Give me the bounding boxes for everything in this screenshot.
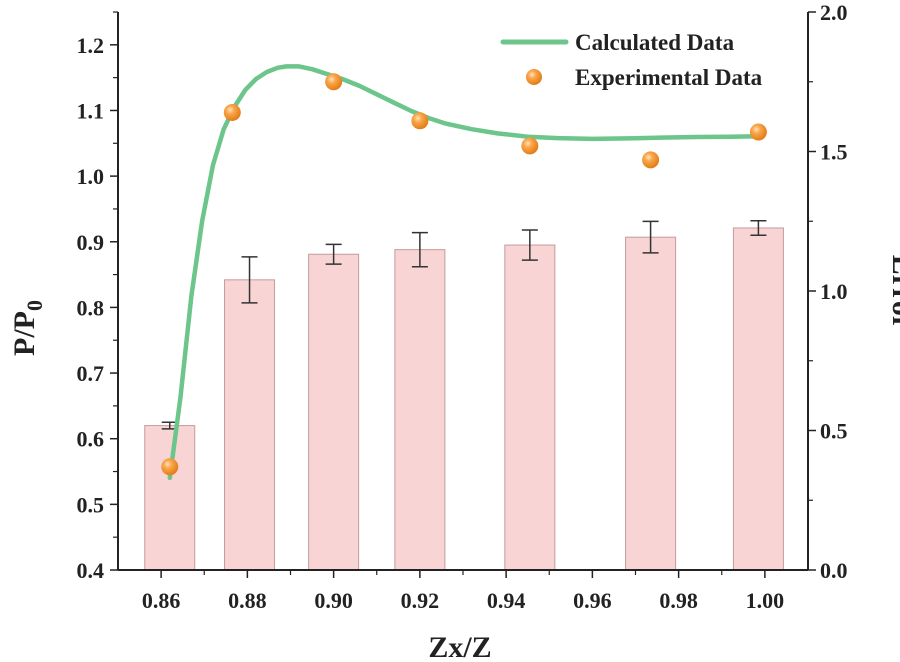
x-axis-title: Zx/Z (428, 631, 491, 662)
experimental-point-5 (642, 151, 660, 169)
legend-experimental-swatch (526, 69, 542, 85)
axes-layer (117, 12, 809, 571)
y-tick-label-7: 1.1 (77, 98, 105, 123)
x-tick-label-1: 0.88 (228, 588, 267, 613)
experimental-point-1 (223, 103, 241, 121)
y2-tick-label-4: 2.0 (820, 0, 848, 25)
bar-3 (394, 249, 446, 571)
bar-2 (308, 253, 360, 571)
y-tick-label-1: 0.5 (77, 492, 105, 517)
x-tick-label-7: 1.00 (746, 588, 785, 613)
experimental-point-4 (521, 137, 539, 155)
y-tick-label-3: 0.7 (77, 361, 105, 386)
y2-tick-label-0: 0.0 (820, 558, 848, 583)
x-tick-label-3: 0.92 (401, 588, 440, 613)
y2-tick-label-2: 1.0 (820, 279, 848, 304)
y-tick-label-6: 1.0 (77, 164, 105, 189)
y-tick-label-5: 0.9 (77, 230, 105, 255)
x-tick-label-0: 0.86 (142, 588, 181, 613)
legend-calculated-label: Calculated Data (575, 30, 735, 55)
experimental-point-2 (325, 73, 343, 91)
x-tick-label-6: 0.98 (659, 588, 698, 613)
y2-axis-title: Error (886, 255, 900, 329)
errorbars-layer (161, 220, 767, 430)
y2-tick-label-3: 1.5 (820, 140, 848, 165)
bar-4 (504, 244, 556, 571)
y-tick-label-2: 0.6 (77, 427, 105, 452)
legend-experimental-label: Experimental Data (575, 65, 763, 90)
y2-tick-label-1: 0.5 (820, 419, 848, 444)
bar-0 (144, 425, 196, 571)
calculated-line-layer (167, 64, 761, 481)
y-tick-label-0: 0.4 (77, 558, 105, 583)
experimental-points-layer (161, 73, 767, 476)
x-tick-label-2: 0.90 (314, 588, 353, 613)
y-axis-title-subscript: 0 (22, 300, 47, 311)
ticks-layer: 0.86 0.88 0.90 0.92 0.94 0.96 0.98 1.00 0.4 0.5 0.… (77, 0, 848, 613)
experimental-point-0 (161, 458, 179, 476)
y-tick-label-8: 1.2 (77, 33, 105, 58)
bars-layer (144, 227, 784, 571)
experimental-point-3 (411, 112, 429, 130)
y-tick-label-4: 0.8 (77, 295, 105, 320)
x-tick-label-4: 0.94 (487, 588, 526, 613)
bar-5 (625, 236, 677, 571)
bar-1 (224, 279, 276, 571)
calculated-data-line (167, 64, 761, 481)
experimental-point-6 (749, 123, 767, 141)
y-axis-title-main: P/P (8, 311, 41, 356)
bar-6 (732, 227, 784, 571)
y-axis-title: P/P0 (8, 300, 47, 356)
legend: Calculated Data Experimental Data (500, 30, 763, 90)
x-tick-label-5: 0.96 (573, 588, 612, 613)
